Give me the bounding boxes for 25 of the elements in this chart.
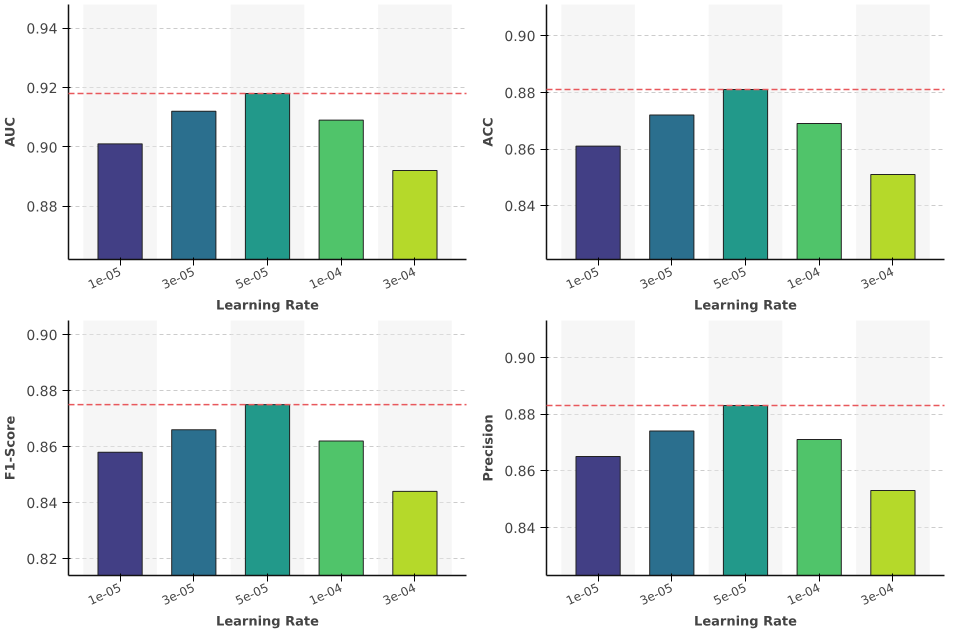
y-axis-title: ACC	[481, 117, 496, 147]
y-tick-label: 0.84	[504, 520, 536, 537]
y-tick-label: 0.88	[504, 86, 536, 102]
y-tick-label: 0.92	[26, 81, 58, 98]
y-tick-label: 0.86	[504, 464, 536, 480]
y-tick-label: 0.90	[504, 350, 536, 367]
y-tick-label: 0.90	[504, 29, 536, 46]
y-tick-label: 0.84	[504, 199, 536, 216]
y-tick-label: 0.86	[26, 440, 58, 456]
y-tick-label: 0.86	[504, 142, 536, 158]
y-axis-title: Precision	[481, 414, 496, 482]
y-axis-title: AUC	[3, 117, 18, 147]
y-tick-label: 0.88	[26, 200, 58, 216]
y-tick-label: 0.82	[26, 552, 58, 568]
y-tick-label: 0.90	[26, 140, 58, 156]
x-axis-title: Learning Rate	[694, 614, 798, 630]
y-tick-label: 0.90	[26, 328, 58, 344]
x-axis-title: Learning Rate	[694, 298, 798, 314]
x-axis-title: Learning Rate	[216, 298, 320, 314]
y-axis-title: F1-Score	[3, 416, 18, 480]
y-tick-label: 0.88	[26, 384, 58, 400]
y-tick-label: 0.88	[504, 408, 536, 424]
y-tick-label: 0.94	[26, 22, 58, 38]
y-tick-label: 0.84	[26, 496, 58, 512]
x-axis-title: Learning Rate	[216, 614, 320, 630]
